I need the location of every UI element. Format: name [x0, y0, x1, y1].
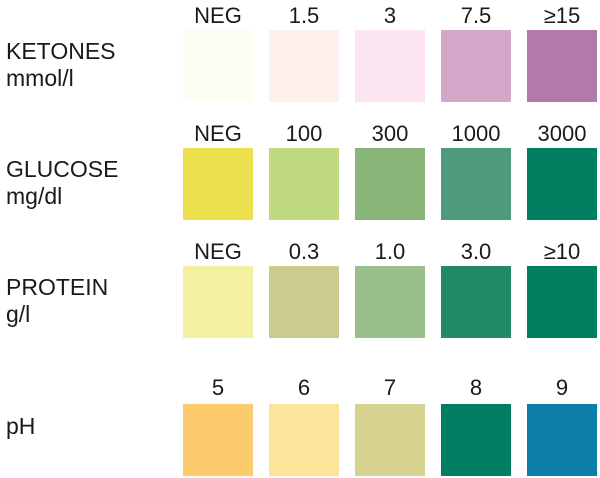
- level-label: 8: [469, 375, 483, 400]
- level-label: NEG: [194, 121, 242, 146]
- color-swatch: [527, 148, 597, 220]
- row-name: GLUCOSE: [6, 156, 119, 182]
- color-swatch: [527, 30, 597, 102]
- level-label: 3.0: [460, 239, 492, 264]
- ketones-label: KETONES mmol/l: [6, 38, 116, 92]
- level-label: 6: [297, 375, 311, 400]
- color-swatch: [269, 404, 339, 476]
- level-label: 300: [371, 121, 409, 146]
- ph-label: pH: [6, 413, 35, 440]
- row-name: PROTEIN: [6, 274, 109, 300]
- row-name: pH: [6, 413, 36, 439]
- level-label: 1000: [451, 121, 501, 146]
- color-swatch: [183, 148, 253, 220]
- color-swatch: [355, 266, 425, 338]
- color-swatch: [183, 404, 253, 476]
- level-label: 5: [211, 375, 225, 400]
- color-swatch: [527, 266, 597, 338]
- level-label: 7.5: [460, 3, 492, 28]
- level-label: ≥10: [543, 239, 581, 264]
- glucose-row: GLUCOSE mg/dl NEG 100 300 1000 3000: [0, 118, 600, 236]
- glucose-label: GLUCOSE mg/dl: [6, 156, 118, 210]
- color-swatch: [527, 404, 597, 476]
- level-label: 100: [285, 121, 323, 146]
- level-label: NEG: [194, 3, 242, 28]
- color-swatch: [269, 30, 339, 102]
- level-label: 7: [383, 375, 397, 400]
- level-label: 1.0: [374, 239, 406, 264]
- row-name: KETONES: [6, 38, 116, 64]
- ph-row: pH 5 6 7 8 9: [0, 355, 600, 478]
- color-swatch: [355, 30, 425, 102]
- color-swatch: [183, 266, 253, 338]
- color-swatch: [355, 148, 425, 220]
- color-swatch: [441, 30, 511, 102]
- color-swatch: [269, 266, 339, 338]
- row-unit: mmol/l: [6, 65, 74, 91]
- protein-label: PROTEIN g/l: [6, 274, 108, 328]
- color-swatch: [269, 148, 339, 220]
- color-swatch: [355, 404, 425, 476]
- color-swatch: [183, 30, 253, 102]
- level-label: NEG: [194, 239, 242, 264]
- level-label: ≥15: [543, 3, 581, 28]
- row-unit: g/l: [6, 301, 31, 327]
- level-label: 3: [383, 3, 397, 28]
- level-label: 9: [555, 375, 569, 400]
- color-swatch: [441, 266, 511, 338]
- level-label: 3000: [537, 121, 587, 146]
- color-swatch: [441, 404, 511, 476]
- ketones-row: KETONES mmol/l NEG 1.5 3 7.5 ≥15: [0, 0, 600, 118]
- row-unit: mg/dl: [6, 183, 63, 209]
- color-swatch: [441, 148, 511, 220]
- protein-row: PROTEIN g/l NEG 0.3 1.0 3.0 ≥10: [0, 236, 600, 354]
- level-label: 1.5: [288, 3, 320, 28]
- level-label: 0.3: [288, 239, 320, 264]
